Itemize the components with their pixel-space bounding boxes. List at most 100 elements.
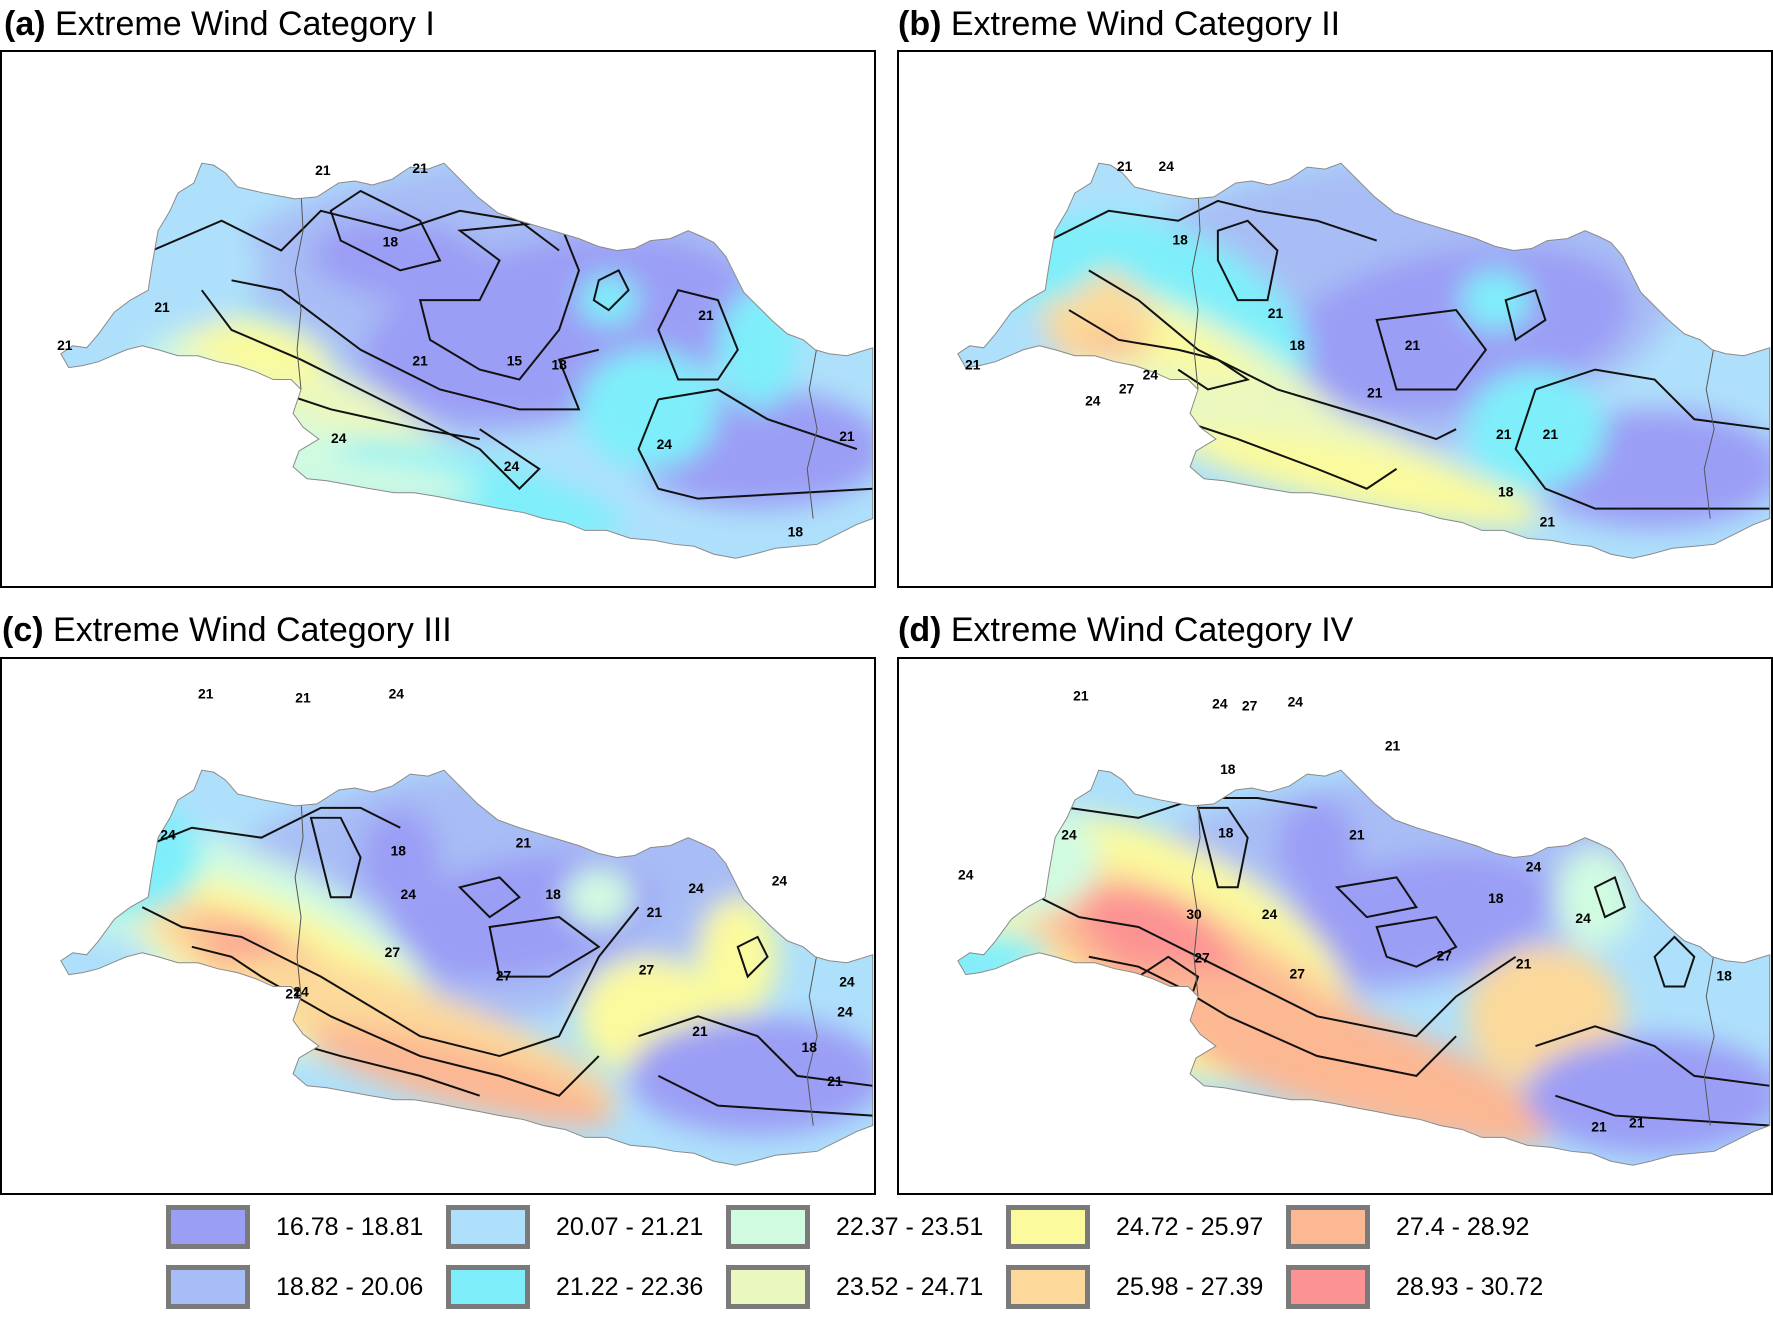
contour-line — [638, 1015, 873, 1117]
wind-field-blobs — [957, 163, 1770, 529]
contour-line — [736, 935, 769, 979]
contour-line — [1048, 199, 1378, 242]
wind-field — [60, 770, 873, 1136]
legend-label: 21.22 - 22.36 — [556, 1273, 704, 1301]
contour-label: 24 — [839, 974, 855, 990]
contour-label: 21 — [1540, 513, 1556, 529]
contour-label: 21 — [412, 160, 428, 176]
contour-line — [418, 219, 581, 381]
wind-zone — [957, 797, 1099, 918]
contour-label: 18 — [1716, 968, 1732, 984]
contour-label: 18 — [545, 886, 561, 902]
contour-label: 24 — [504, 458, 520, 474]
contour-label: 24 — [1526, 858, 1542, 874]
contour-label: 18 — [383, 234, 399, 250]
contour-line — [1504, 288, 1547, 342]
contour-label: 27 — [1290, 966, 1306, 982]
contour-line — [1196, 806, 1249, 889]
contour-label: 21 — [827, 1073, 843, 1089]
contour-label: 21 — [1591, 1118, 1607, 1134]
contour-label: 21 — [692, 1023, 708, 1039]
wind-zone — [698, 897, 778, 1017]
contour-line — [200, 289, 541, 491]
contour-label: 27 — [639, 962, 655, 978]
legend-label: 27.4 - 28.92 — [1396, 1213, 1530, 1241]
contour-label: 21 — [516, 835, 532, 851]
province-border — [806, 345, 818, 519]
wind-zone — [717, 290, 798, 410]
wind-zone — [578, 349, 718, 469]
contour-label: 24 — [1212, 696, 1228, 712]
contour-label: 18 — [1172, 232, 1188, 248]
legend-swatch — [1286, 1205, 1370, 1249]
contour-label: 18 — [1290, 337, 1306, 353]
wind-zone — [1184, 1026, 1550, 1146]
contour-label: 27 — [1242, 698, 1258, 714]
wind-field — [957, 163, 1770, 529]
wind-zone — [564, 867, 634, 927]
wind-zone — [957, 931, 1050, 982]
panel-c-tag: (c) — [2, 611, 44, 649]
legend-swatch — [446, 1265, 530, 1309]
contour-line — [1088, 955, 1457, 1077]
contour-label: 18 — [1220, 761, 1236, 777]
legend-label: 23.52 - 24.71 — [836, 1273, 984, 1301]
province-border — [806, 952, 818, 1126]
legend-label: 24.72 - 25.97 — [1116, 1213, 1264, 1241]
contour-line — [270, 388, 480, 441]
contour-label: 30 — [1186, 906, 1202, 922]
contour-label: 18 — [391, 843, 407, 859]
legend-swatch — [1006, 1205, 1090, 1249]
contour-label: 21 — [1543, 426, 1559, 442]
contour-line — [151, 209, 560, 252]
province-border — [1191, 190, 1201, 390]
coastline — [957, 162, 1771, 559]
contour-label: 24 — [1085, 392, 1101, 408]
contour-label: 21 — [839, 428, 855, 444]
legend-swatch — [166, 1265, 250, 1309]
contour-label: 24 — [657, 436, 673, 452]
panel-c-title-text: Extreme Wind Category III — [53, 611, 452, 649]
contour-label: 21 — [647, 904, 663, 920]
contour-line — [1038, 896, 1517, 1038]
contour-label: 21 — [412, 353, 428, 369]
contour-label: 24 — [772, 872, 788, 888]
panel-d-title: (d) Extreme Wind Category IV — [898, 610, 1353, 650]
contour-label: 24 — [1575, 910, 1591, 926]
contour-label: 21 — [1349, 827, 1365, 843]
legend-swatch — [726, 1265, 810, 1309]
contour-line — [1334, 876, 1419, 919]
contour-label: 21 — [154, 299, 170, 315]
wind-zone — [1277, 797, 1357, 898]
contour-line — [1514, 368, 1770, 510]
wind-field-blobs — [60, 770, 873, 1136]
contour-line — [309, 816, 362, 899]
contour-label: 24 — [1061, 827, 1077, 843]
panel-a-title-text: Extreme Wind Category I — [55, 5, 435, 43]
contour-label: 18 — [1498, 484, 1514, 500]
contour-line — [1216, 219, 1279, 302]
contour-label: 18 — [551, 357, 567, 373]
contour-label: 21 — [1385, 737, 1401, 753]
contour-line — [1375, 309, 1488, 391]
contour-label: 21 — [315, 162, 331, 178]
legend-swatch — [1286, 1265, 1370, 1309]
contour-line — [1068, 309, 1251, 391]
map-a-svg: 21 21 18 21 21 15 18 21 21 24 24 24 21 18 — [57, 160, 874, 559]
province-border — [1703, 345, 1715, 519]
contour-label: 24 — [160, 827, 176, 843]
contour-label: 21 — [57, 337, 73, 353]
contour-label: 18 — [802, 1039, 818, 1055]
contour-line — [329, 189, 442, 272]
wind-zone — [60, 931, 153, 982]
contour-label: 21 — [1117, 158, 1133, 174]
contour-line — [1593, 875, 1627, 919]
map-d-svg: 21 24 27 24 21 18 18 21 24 24 18 24 27 30 27 24 27 21 24 18… — [957, 688, 1771, 1166]
legend-label: 16.78 - 18.81 — [276, 1213, 424, 1241]
map-panel-a: 21 21 18 21 21 15 18 21 21 24 24 24 21 18 — [0, 50, 876, 588]
legend-label: 22.37 - 23.51 — [836, 1213, 984, 1241]
wind-zone — [311, 220, 490, 301]
legend-swatch — [726, 1205, 810, 1249]
contour-line — [141, 906, 640, 1058]
